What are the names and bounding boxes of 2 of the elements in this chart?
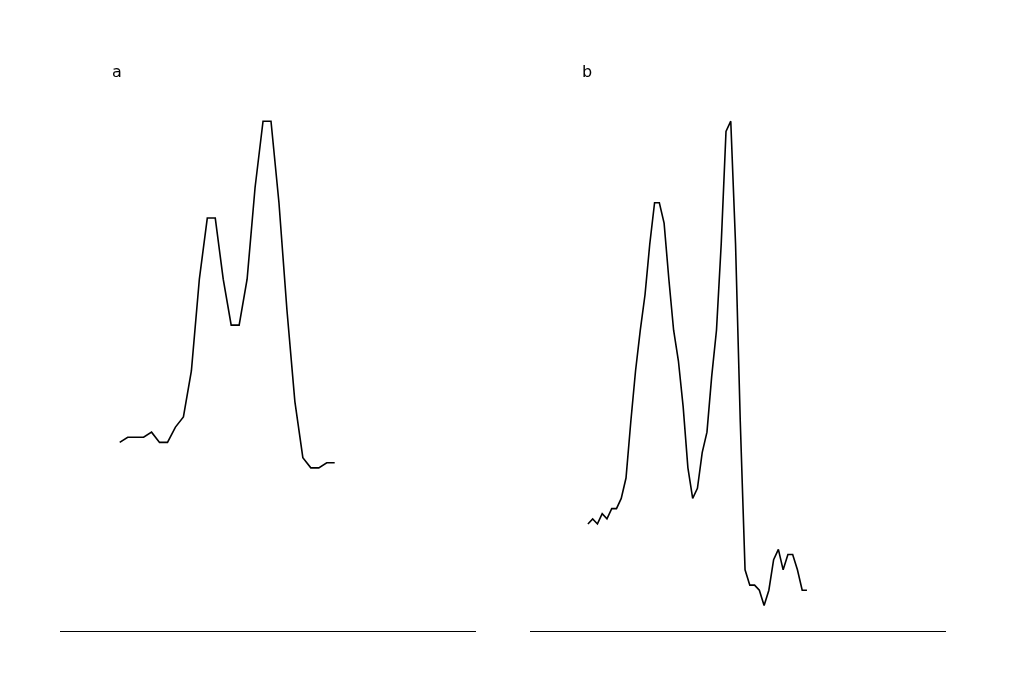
chart-title: a <box>112 62 122 81</box>
chart-title: b <box>582 62 593 81</box>
